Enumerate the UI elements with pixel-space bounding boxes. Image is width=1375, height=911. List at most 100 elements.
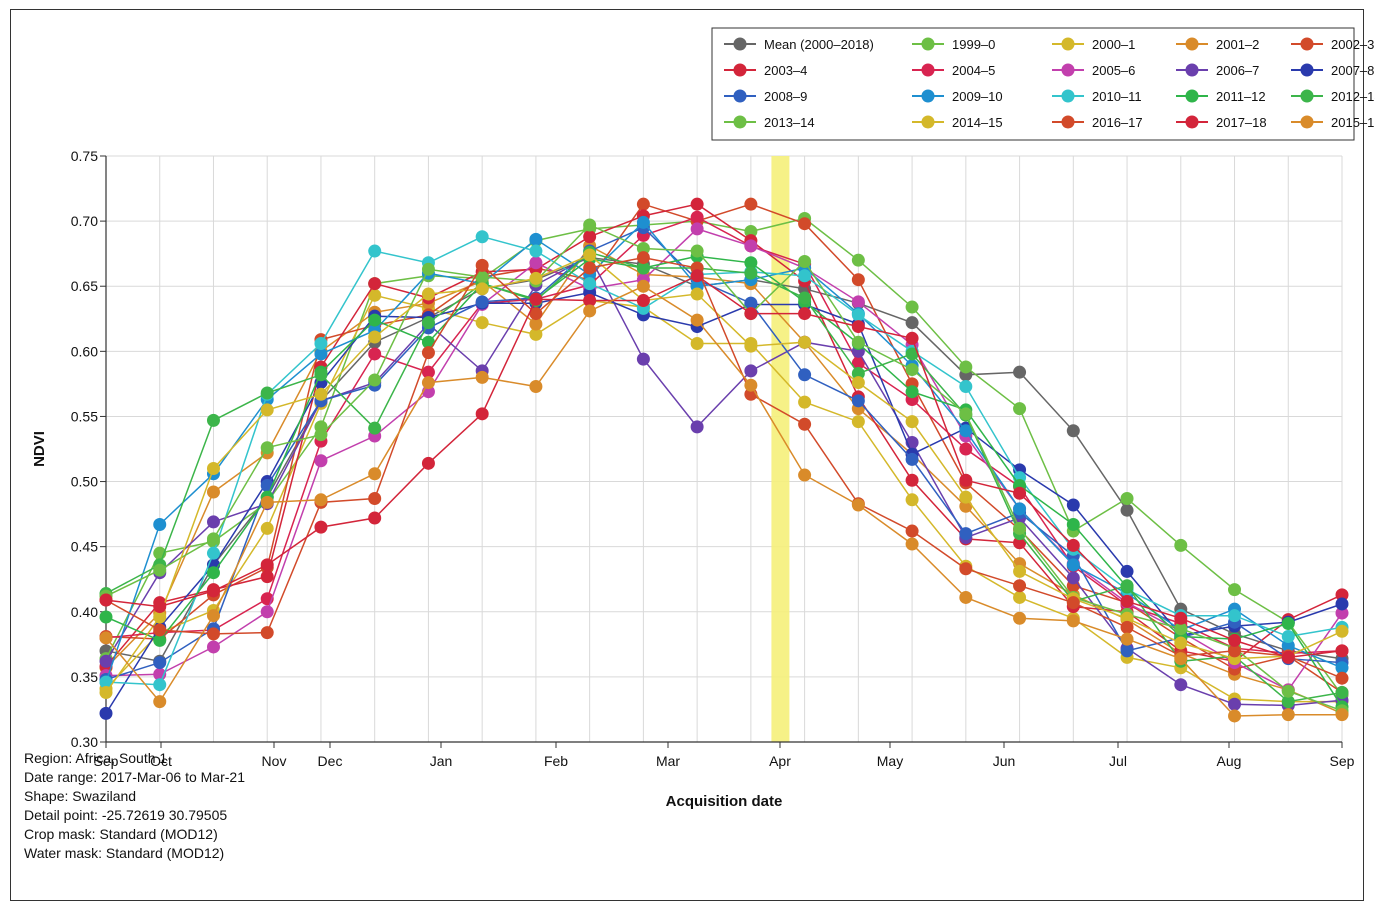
data-point — [851, 356, 865, 370]
series-line — [105, 255, 1343, 707]
info-detail-point: Detail point: -25.72619 30.79505 — [24, 807, 228, 823]
y-tick-label: 0.55 — [71, 408, 98, 424]
data-point — [1174, 636, 1188, 650]
legend-item: 2011–12 — [1176, 89, 1266, 104]
data-point — [1013, 611, 1027, 625]
data-point — [1174, 538, 1188, 552]
data-point — [1228, 633, 1242, 647]
legend-label: 2005–6 — [1092, 63, 1135, 78]
x-tick-label: Sep — [94, 753, 119, 769]
data-point — [1120, 564, 1134, 578]
data-point — [206, 546, 220, 560]
data-point — [529, 232, 543, 246]
data-point — [798, 254, 812, 268]
data-point — [851, 366, 865, 380]
data-point — [1120, 579, 1134, 593]
y-tick-label: 0.35 — [71, 669, 98, 685]
data-point — [421, 376, 435, 390]
data-point — [475, 258, 489, 272]
data-point — [744, 239, 758, 253]
data-point — [368, 288, 382, 302]
data-point — [1066, 538, 1080, 552]
legend: Mean (2000–2018) 1999–0 2000–1 2001–2 2002–3… — [711, 27, 1375, 141]
legend-label: Mean (2000–2018) — [764, 37, 874, 52]
data-point — [905, 385, 919, 399]
legend-label: 2013–14 — [764, 115, 815, 130]
data-point — [690, 269, 704, 283]
legend-item: 2001–2 — [1176, 37, 1259, 52]
legend-label: 2017–18 — [1216, 115, 1267, 130]
data-point — [798, 217, 812, 231]
data-point — [583, 294, 597, 308]
legend-label: 2002–3 — [1331, 37, 1374, 52]
data-point — [153, 623, 167, 637]
data-point — [206, 566, 220, 580]
x-tick-label: Apr — [769, 753, 791, 769]
info-shape: Shape: Swaziland — [24, 788, 137, 804]
data-point — [798, 291, 812, 305]
legend-item: 2012–13 — [1291, 89, 1375, 104]
data-point — [1120, 620, 1134, 634]
legend-swatch-marker — [921, 115, 935, 129]
legend-label: 2010–11 — [1092, 89, 1142, 104]
legend-item: 1999–0 — [912, 37, 995, 52]
data-point — [583, 230, 597, 244]
data-point — [99, 654, 113, 668]
legend-item: 2009–10 — [912, 89, 1003, 104]
legend-item: 2003–4 — [724, 63, 807, 78]
info-region: Region: Africa, South 1 — [24, 750, 168, 766]
data-point — [1013, 564, 1027, 578]
y-tick-label: 0.45 — [71, 539, 98, 555]
data-point — [636, 241, 650, 255]
legend-item: 2002–3 — [1291, 37, 1374, 52]
legend-label: 2001–2 — [1216, 37, 1259, 52]
data-point — [260, 403, 274, 417]
data-point — [690, 287, 704, 301]
data-point — [798, 307, 812, 321]
series-line — [105, 217, 1343, 696]
x-tick-label: Jun — [993, 753, 1016, 769]
data-point — [1335, 644, 1349, 658]
data-point — [421, 262, 435, 276]
data-point — [421, 456, 435, 470]
data-point — [905, 452, 919, 466]
data-point — [99, 610, 113, 624]
data-point — [583, 304, 597, 318]
legend-item: Mean (2000–2018) — [724, 37, 874, 52]
data-point — [1013, 502, 1027, 516]
series-line — [105, 254, 1343, 693]
data-point — [905, 537, 919, 551]
data-point — [368, 511, 382, 525]
data-point — [529, 327, 543, 341]
data-point — [421, 365, 435, 379]
data-point — [1066, 614, 1080, 628]
info-crop-mask: Crop mask: Standard (MOD12) — [24, 826, 218, 842]
data-point — [99, 686, 113, 700]
data-point — [153, 600, 167, 614]
data-point — [206, 584, 220, 598]
x-tick-label: Oct — [150, 753, 172, 769]
legend-item: 2007–8 — [1291, 63, 1374, 78]
data-point — [690, 313, 704, 327]
data-point — [1335, 624, 1349, 638]
y-tick-label: 0.65 — [71, 278, 98, 294]
legend-swatch-marker — [1061, 63, 1075, 77]
legend-label: 2006–7 — [1216, 63, 1259, 78]
info-panel: Region: Africa, South 1 Date range: 2017… — [24, 749, 245, 863]
legend-swatch-marker — [733, 89, 747, 103]
data-point — [1335, 661, 1349, 675]
legend-swatch-marker — [1300, 63, 1314, 77]
data-point — [260, 558, 274, 572]
data-point — [529, 379, 543, 393]
data-point — [798, 417, 812, 431]
data-point — [529, 307, 543, 321]
data-point — [421, 346, 435, 360]
data-point — [153, 518, 167, 532]
data-point — [529, 271, 543, 285]
data-point — [583, 248, 597, 262]
y-axis-title: NDVI — [31, 431, 48, 467]
data-point — [798, 368, 812, 382]
data-point — [206, 640, 220, 654]
data-point — [636, 294, 650, 308]
data-point — [475, 370, 489, 384]
